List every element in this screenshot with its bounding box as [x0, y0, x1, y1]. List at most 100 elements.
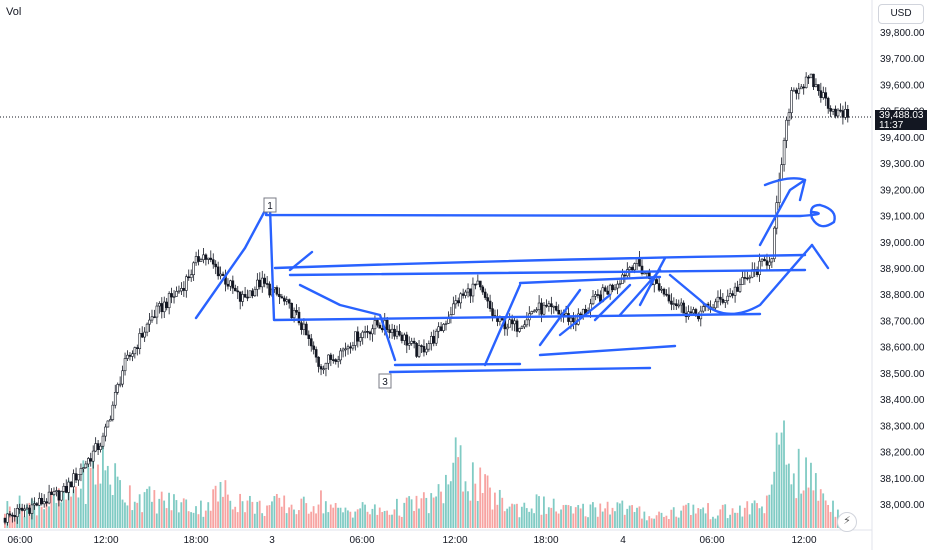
candle-body	[444, 323, 448, 325]
volume-bar	[780, 432, 783, 528]
volume-bar	[153, 490, 156, 528]
candle-body	[131, 353, 134, 357]
volume-bar	[800, 493, 803, 528]
volume-bar	[324, 501, 327, 528]
volume-bar	[489, 487, 491, 528]
volume-bar	[734, 512, 736, 528]
candle-body	[368, 331, 372, 335]
candle-body	[380, 327, 384, 331]
volume-bar	[788, 463, 790, 528]
volume-bar	[155, 513, 158, 528]
candle-body	[674, 303, 678, 307]
price-axis[interactable]: 38,000.00 38,100.00 38,200.00 38,300.00 38,4…	[880, 28, 925, 511]
candle-body	[91, 450, 95, 462]
candle-body	[153, 316, 156, 319]
volume-bar	[202, 516, 205, 528]
volume-bar	[425, 497, 428, 528]
candle-body	[763, 258, 766, 262]
candle-body	[138, 333, 142, 349]
candle-body	[67, 481, 70, 493]
candle-body	[314, 349, 318, 358]
candle-body	[11, 514, 14, 517]
time-axis[interactable]: 06:00 12:00 18:00 3 06:00 12:00 18:00 4 06:00 12:…	[7, 535, 816, 546]
volume-bar	[388, 514, 391, 528]
volume-bar	[256, 501, 259, 528]
candle-body	[282, 297, 286, 302]
volume-bar	[721, 504, 724, 528]
volume-bar	[667, 519, 670, 528]
price-tick-label: 39,600.00	[880, 80, 925, 91]
candle-body	[177, 290, 181, 293]
volume-bar	[244, 512, 246, 528]
candle-body	[474, 283, 477, 286]
candle-body	[361, 331, 365, 338]
volume-bar	[182, 498, 185, 528]
volume-bar	[185, 499, 188, 528]
volume-bar	[408, 496, 411, 528]
candle-body	[410, 340, 414, 344]
volume-bar	[92, 460, 94, 528]
event-marker-box[interactable]	[378, 373, 392, 389]
volume-bar	[79, 488, 82, 528]
volume-bar	[136, 502, 139, 528]
candle-body	[275, 287, 279, 295]
candle-body	[591, 295, 595, 305]
price-tick-label: 38,600.00	[880, 343, 925, 354]
volume-bar	[508, 506, 511, 528]
price-tick-label: 39,100.00	[880, 212, 925, 223]
candle-body	[439, 326, 443, 331]
volume-bar	[62, 491, 65, 528]
candle-body	[295, 310, 298, 313]
candle-body	[219, 273, 222, 277]
candle-body	[25, 507, 29, 510]
candle-body	[20, 507, 24, 511]
drawing-stroke	[538, 288, 582, 347]
candle-body	[373, 320, 377, 330]
volume-bar	[670, 509, 673, 528]
volume-bar	[533, 513, 535, 528]
candle-body	[579, 313, 583, 316]
volume-bar	[523, 502, 526, 528]
volume-bar	[520, 506, 523, 528]
currency-button[interactable]: USD	[878, 4, 924, 24]
price-tick-label: 39,200.00	[880, 185, 925, 196]
volume-bar	[834, 516, 837, 528]
last-price-badge: 39,488.03 11:37	[875, 110, 927, 131]
candle-body	[346, 346, 350, 350]
bar-countdown: 11:37	[879, 120, 904, 131]
volume-bar	[359, 508, 362, 528]
candle-body	[432, 335, 436, 344]
volume-bar	[226, 494, 229, 528]
candle-body	[716, 296, 720, 303]
volume-bar	[569, 506, 572, 528]
lightning-icon[interactable]: ⚡	[837, 512, 857, 532]
event-marker-box[interactable]	[263, 197, 277, 213]
volume-bar	[111, 495, 114, 528]
volume-bar	[790, 484, 793, 528]
volume-bar	[84, 503, 87, 528]
volume-bar	[535, 494, 538, 528]
volume-bar	[290, 504, 293, 528]
candle-body	[486, 297, 489, 302]
candle-body	[209, 257, 213, 260]
candle-body	[787, 112, 791, 121]
volume-bar	[741, 516, 744, 528]
volume-indicator-label[interactable]: Vol	[6, 6, 22, 18]
candle-body	[429, 335, 433, 344]
volume-bar	[587, 517, 589, 528]
candle-body	[596, 294, 600, 296]
volume-bar	[574, 507, 577, 528]
candle-body	[510, 319, 514, 325]
candle-body	[351, 345, 355, 349]
candle-body	[542, 304, 546, 315]
time-tick-label: 06:00	[699, 535, 724, 546]
volume-bar	[680, 510, 682, 528]
volume-bar	[707, 503, 709, 528]
volume-bar	[827, 504, 829, 528]
volume-bar	[148, 486, 151, 528]
candle-body	[30, 504, 34, 514]
volume-bar	[467, 491, 469, 528]
volume-bar	[60, 502, 63, 528]
